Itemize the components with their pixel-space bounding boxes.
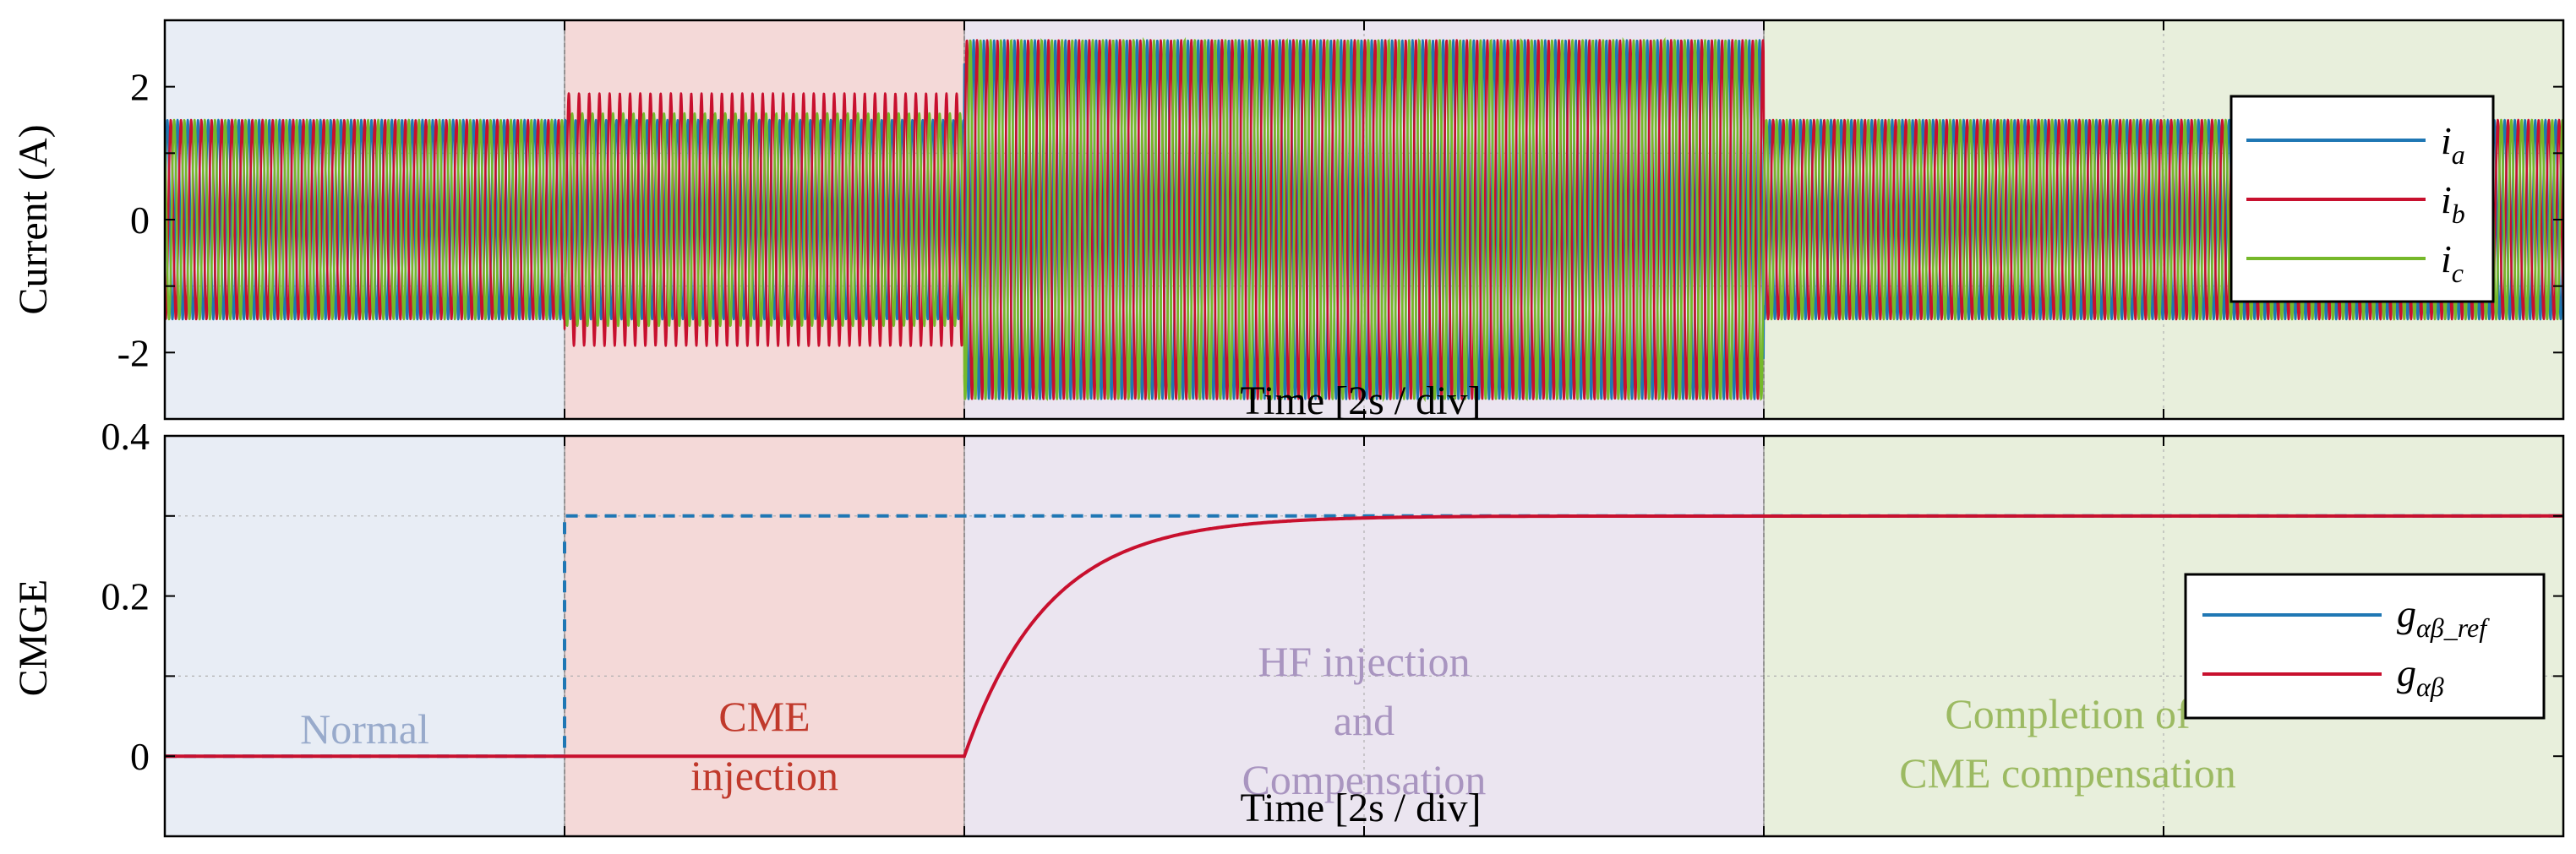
top-ytick-label: -2 [117, 331, 150, 374]
bottom-grid [165, 436, 2563, 836]
bottom-ytick-label: 0.2 [101, 575, 150, 618]
current-x-axis-label: Time [2s / div] [1241, 378, 1482, 423]
legend-subscript: c [2452, 258, 2464, 288]
region-label-2: and [1334, 697, 1394, 744]
current-series-i_c-overlay [963, 36, 1766, 403]
top-ytick-label: 0 [130, 199, 150, 242]
bottom-region-1 [565, 436, 964, 836]
cmge-series-g_αβ [165, 514, 2563, 759]
region-label-1: injection [690, 752, 838, 799]
bottom-region-0 [165, 436, 565, 836]
region-label-2: Compensation [1242, 756, 1487, 803]
top-ytick-label: 2 [130, 66, 150, 109]
region-label-3: CME compensation [1899, 749, 2236, 797]
legend-subscript: αβ [2416, 672, 2444, 702]
cmge-chart: Normal CME injection HF injection and Compens… [11, 415, 2565, 838]
region-label-1: CME [718, 693, 810, 740]
cmge-legend-box [2184, 573, 2546, 720]
current-series-i_b [165, 39, 2563, 400]
region-labels: Normal CME injection HF injection and Compens… [300, 638, 2236, 803]
bottom-ytick-label: 0 [130, 735, 150, 778]
region-label-0: Normal [300, 705, 429, 753]
cmge-y-axis-label: CMGE [11, 579, 56, 697]
legend-subscript: αβ_ref [2416, 612, 2490, 643]
top-tick-marks: -2 0 2 [117, 20, 2563, 419]
legend-subscript: b [2452, 199, 2465, 229]
legend-subscript: a [2452, 139, 2465, 170]
bottom-tick-marks: 0 0.2 0.4 [101, 415, 2563, 836]
current-y-axis-label: Current (A) [11, 124, 56, 314]
region-label-2: HF injection [1258, 638, 1470, 685]
region-label-3: Completion of [1945, 690, 2191, 737]
cmge-x-axis-label: Time [2s / div] [1241, 786, 1482, 830]
current-series-i_a [165, 39, 2563, 400]
current-waveforms [165, 36, 2563, 403]
bottom-ytick-label: 0.4 [101, 415, 150, 458]
cmge-lines [165, 514, 2563, 759]
